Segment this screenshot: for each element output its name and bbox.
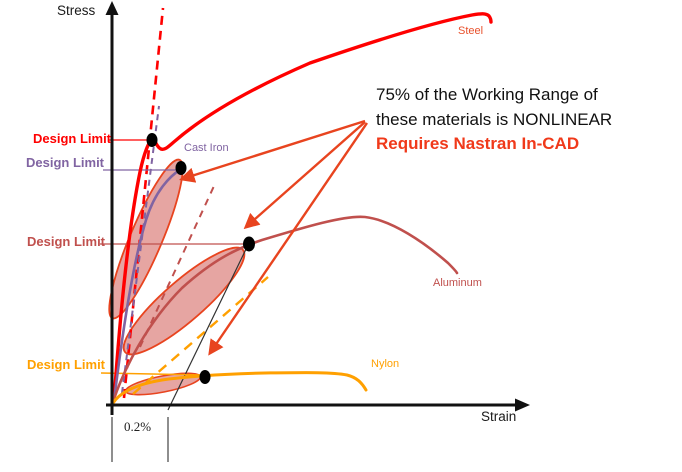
nylon-offset-dashed-line xyxy=(132,276,269,395)
arrow-to-castiron xyxy=(179,119,366,183)
annotation-block: 75% of the Working Range of these materi… xyxy=(376,83,666,157)
castiron-curve-label: Cast Iron xyxy=(184,142,229,154)
aluminum-curve-label: Aluminum xyxy=(433,277,482,289)
aluminum-design-limit-label: Design Limit xyxy=(27,234,106,249)
aluminum-range-ellipse xyxy=(122,246,246,356)
offset-construction-line xyxy=(167,242,250,411)
nylon-curve-label: Nylon xyxy=(371,358,400,370)
nylon-design-limit-label: Design Limit xyxy=(27,357,106,372)
offset-tick-label: 0.2% xyxy=(124,419,152,434)
annotation-line-3: Requires Nastran In-CAD xyxy=(376,134,580,153)
y-axis-arrowhead-icon xyxy=(105,1,119,15)
x-axis-arrowhead-icon xyxy=(515,398,530,412)
castiron-curve xyxy=(112,167,183,403)
annotation-line-1: 75% of the Working Range of xyxy=(376,85,598,104)
nylon-curve xyxy=(111,371,368,405)
callout-arrows xyxy=(179,119,368,356)
arrow-to-nylon xyxy=(208,122,368,356)
x-axis-label: Strain xyxy=(481,409,517,424)
castiron-design-limit-label: Design Limit xyxy=(26,155,105,170)
steel-limit-dot xyxy=(146,133,158,147)
steel-design-limit-label: Design Limit xyxy=(33,131,112,146)
steel-curve xyxy=(112,12,493,403)
aluminum-limit-dot xyxy=(243,236,255,252)
annotation-line-2: these materials is NONLINEAR xyxy=(376,109,613,129)
castiron-elastic-dashed-line xyxy=(121,105,160,394)
y-axis-label: Stress xyxy=(57,3,96,18)
steel-curve-label: Steel xyxy=(458,25,484,37)
nylon-limit-dot xyxy=(199,370,211,384)
arrow-to-aluminum xyxy=(243,121,366,230)
aluminum-curve xyxy=(111,215,459,404)
aluminum-offset-dashed-line xyxy=(139,185,215,348)
castiron-limit-dot xyxy=(175,161,187,175)
